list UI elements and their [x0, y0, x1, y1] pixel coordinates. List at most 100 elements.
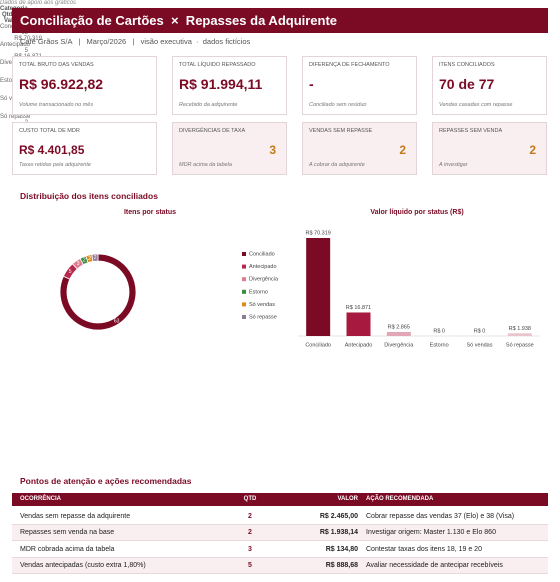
kpi-value: 70 de 77 — [439, 76, 495, 92]
chart-title: Valor líquido por status (R$) — [370, 209, 463, 216]
actions-header: VALOR — [337, 496, 358, 502]
actions-header: AÇÃO RECOMENDADA — [366, 496, 434, 502]
actions-cell: Investigar origem: Master 1.130 e Elo 86… — [366, 529, 496, 537]
legend-swatch — [242, 302, 246, 307]
actions-cell: R$ 2.465,00 — [319, 513, 358, 520]
kpi-card: ITENS CONCILIADOS 70 de 77 Vendas casadas … — [432, 56, 547, 115]
kpi-card: CUSTO TOTAL DE MDR R$ 4.401,85 Taxas retid… — [12, 122, 157, 175]
data-label: R$ 0 — [433, 328, 445, 334]
x-tick-label: Só repasse — [506, 342, 534, 348]
legend-label: Só vendas — [249, 302, 275, 308]
kpi-note: A cobrar da adquirente — [309, 162, 365, 168]
kpi-label: DIVERGÊNCIAS DE TAXA — [179, 128, 246, 134]
data-label: R$ 1.938 — [509, 326, 531, 332]
actions-cell: MDR cobrada acima da tabela — [20, 545, 115, 553]
support-cell: 63 — [21, 30, 28, 36]
kpi-card: TOTAL BRUTO DAS VENDAS R$ 96.922,82 Volume… — [12, 56, 157, 115]
actions-cell: 2 — [248, 513, 252, 520]
support-title: Dados de apoio aos gráficos — [0, 0, 77, 6]
data-label: R$ 0 — [474, 328, 486, 334]
support-cell: Só repasse — [0, 114, 31, 120]
bar — [306, 238, 331, 336]
kpi-label: REPASSES SEM VENDA — [439, 128, 503, 134]
support-cell: Antecipado — [0, 42, 31, 48]
legend-label: Só repasse — [249, 314, 277, 320]
bar — [386, 332, 411, 336]
actions-row-bg — [12, 541, 548, 558]
legend-swatch — [242, 252, 246, 256]
x-tick-label: Estorno — [430, 342, 449, 348]
kpi-note: Taxas retidas pela adquirente — [19, 162, 91, 168]
actions-header-bg — [12, 493, 548, 506]
legend-swatch — [242, 264, 246, 269]
kpi-note: A investigar — [439, 162, 468, 168]
kpi-card: REPASSES SEM VENDA 2 A investigar — [432, 122, 547, 175]
actions-cell: 2 — [248, 529, 252, 537]
x-tick-label: Só vendas — [467, 342, 493, 348]
data-label: 2 — [83, 258, 86, 264]
kpi-card: DIVERGÊNCIAS DE TAXA 3 MDR acima da tabela — [172, 122, 287, 175]
title-bar — [12, 8, 548, 33]
actions-header: OCORRÊNCIA — [20, 496, 62, 502]
legend-label: Conciliado — [249, 251, 275, 257]
kpi-value: 2 — [399, 143, 406, 157]
support-cell: 5 — [24, 48, 28, 54]
actions-cell: R$ 134,80 — [325, 545, 358, 553]
kpi-card: DIFERENÇA DE FECHAMENTO - Conciliado sem r… — [302, 56, 417, 115]
data-label: R$ 2.865 — [388, 324, 410, 330]
data-label: 2 — [94, 255, 97, 261]
data-label: 2 — [88, 256, 91, 262]
page-title: Conciliação de Cartões × Repasses da Adq… — [20, 13, 338, 28]
data-label: 63 — [114, 318, 120, 324]
actions-cell: R$ 888,68 — [325, 561, 358, 569]
legend-label: Estorno — [249, 289, 268, 295]
actions-cell: Repasses sem venda na base — [20, 529, 115, 537]
actions-row-bg — [12, 557, 548, 574]
actions-header: QTD — [243, 496, 257, 502]
bar — [346, 312, 371, 336]
kpi-label: TOTAL LÍQUIDO REPASSADO — [179, 62, 256, 68]
actions-cell: Contestar taxas dos itens 18, 19 e 20 — [366, 545, 482, 553]
x-tick-label: Antecipado — [345, 342, 373, 348]
bar — [507, 333, 532, 336]
support-cell: R$ 70.319 — [14, 36, 42, 42]
kpi-value: R$ 4.401,85 — [19, 143, 85, 157]
actions-row-bg — [12, 509, 548, 525]
section-title: Pontos de atenção e ações recomendadas — [20, 476, 192, 486]
data-label: R$ 16.871 — [346, 305, 371, 311]
actions-cell: 5 — [248, 561, 252, 569]
legend-swatch — [242, 277, 246, 282]
actions-cell: Vendas antecipadas (custo extra 1,80%) — [20, 561, 146, 569]
kpi-note: Recebido da adquirente — [179, 102, 238, 108]
data-label: 5 — [69, 269, 72, 275]
actions-cell: Cobrar repasse das vendas 37 (Elo) e 38 … — [366, 513, 515, 520]
actions-row-bg — [12, 525, 548, 542]
kpi-note: Conciliado sem resíduo — [309, 102, 367, 108]
data-label: 3 — [77, 261, 80, 267]
page-subtitle: Café Grãos S/A | Março/2026 | visão exec… — [20, 37, 251, 46]
legend-swatch — [242, 289, 246, 294]
x-tick-label: Conciliado — [305, 342, 331, 348]
kpi-value: R$ 91.994,11 — [179, 76, 263, 92]
section-title: Distribuição dos itens conciliados — [20, 191, 158, 201]
kpi-note: MDR acima da tabela — [179, 162, 232, 168]
actions-cell: R$ 1.938,14 — [319, 529, 358, 537]
kpi-label: TOTAL BRUTO DAS VENDAS — [19, 62, 94, 68]
support-cell: Estorno — [0, 78, 21, 84]
kpi-value: 3 — [269, 143, 276, 157]
kpi-card: TOTAL LÍQUIDO REPASSADO R$ 91.994,11 Receb… — [172, 56, 287, 115]
pie-slice — [91, 253, 99, 262]
legend-swatch — [242, 315, 246, 319]
kpi-label: ITENS CONCILIADOS — [439, 62, 495, 68]
actions-cell: Avaliar necessidade de antecipar recebív… — [366, 561, 503, 569]
kpi-label: CUSTO TOTAL DE MDR — [19, 128, 80, 134]
chart-title: Itens por status — [124, 209, 176, 216]
kpi-card: VENDAS SEM REPASSE 2 A cobrar da adquirent… — [302, 122, 417, 175]
kpi-note: Vendas casadas com repasse — [439, 102, 513, 108]
data-label: R$ 70.319 — [305, 230, 330, 236]
kpi-label: VENDAS SEM REPASSE — [309, 128, 373, 134]
kpi-value: 2 — [529, 143, 536, 157]
x-tick-label: Divergência — [384, 342, 414, 348]
